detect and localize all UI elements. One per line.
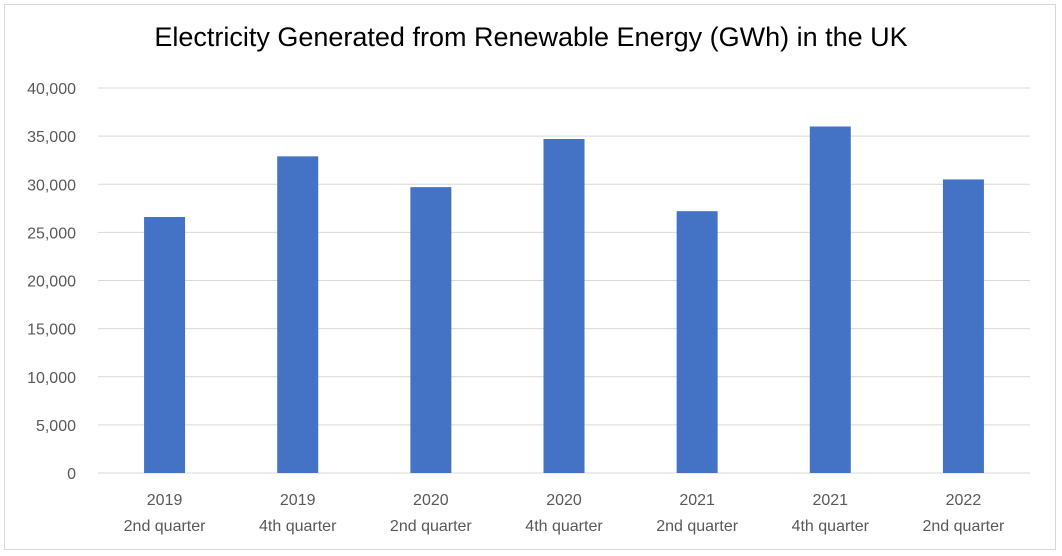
bar bbox=[277, 156, 319, 473]
x-tick-label: 2019 bbox=[280, 492, 316, 509]
x-tick-label: 2021 bbox=[679, 492, 715, 509]
x-tick-label: 2020 bbox=[413, 492, 449, 509]
x-tick-label: 4th quarter bbox=[525, 518, 603, 535]
y-axis-ticks: 0 5,000 10,000 15,000 20,000 25,000 30,000 35,0… bbox=[27, 81, 76, 483]
x-tick-label: 2021 bbox=[812, 492, 848, 509]
chart-title: Electricity Generated from Renewable Ene… bbox=[154, 22, 908, 52]
x-tick-label: 2nd quarter bbox=[656, 518, 739, 535]
x-tick-label: 2019 bbox=[147, 492, 183, 509]
x-tick-label: 2nd quarter bbox=[923, 518, 1006, 535]
bar bbox=[410, 187, 452, 473]
y-tick-label: 35,000 bbox=[27, 129, 76, 146]
bar bbox=[543, 139, 585, 473]
bar bbox=[809, 126, 851, 473]
y-tick-label: 25,000 bbox=[27, 225, 76, 242]
y-tick-label: 5,000 bbox=[36, 418, 76, 435]
bars bbox=[144, 126, 984, 473]
y-tick-label: 20,000 bbox=[27, 274, 76, 291]
x-tick-label: 4th quarter bbox=[259, 518, 337, 535]
y-tick-label: 30,000 bbox=[27, 177, 76, 194]
bar bbox=[942, 179, 984, 473]
bar bbox=[676, 211, 718, 473]
x-tick-label: 2nd quarter bbox=[390, 518, 473, 535]
x-tick-label: 2022 bbox=[946, 492, 982, 509]
y-tick-label: 0 bbox=[67, 466, 76, 483]
x-axis-ticks: 2019 2nd quarter 2019 4th quarter 2020 2nd qu… bbox=[124, 492, 1005, 535]
x-tick-label: 2020 bbox=[546, 492, 582, 509]
y-tick-label: 15,000 bbox=[27, 322, 76, 339]
bar bbox=[144, 216, 186, 473]
x-tick-label: 2nd quarter bbox=[124, 518, 207, 535]
x-tick-label: 4th quarter bbox=[792, 518, 870, 535]
y-tick-label: 10,000 bbox=[27, 370, 76, 387]
y-tick-label: 40,000 bbox=[27, 81, 76, 98]
